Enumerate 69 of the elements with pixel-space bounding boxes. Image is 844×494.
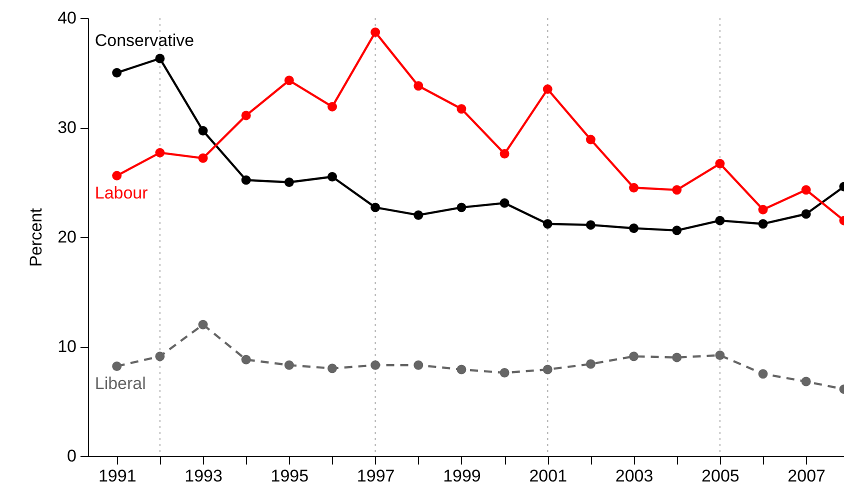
point bbox=[370, 28, 380, 37]
point bbox=[155, 54, 165, 64]
point bbox=[414, 210, 424, 220]
x-tick-label: 2007 bbox=[788, 466, 826, 486]
point bbox=[328, 102, 337, 112]
point bbox=[672, 185, 682, 195]
y-tick-label: 30 bbox=[58, 118, 76, 137]
x-tick-label: 2003 bbox=[615, 466, 654, 486]
point bbox=[801, 376, 811, 386]
point bbox=[715, 216, 725, 226]
point bbox=[112, 361, 122, 371]
point bbox=[241, 354, 251, 364]
point bbox=[542, 364, 552, 374]
point bbox=[715, 350, 725, 360]
point bbox=[284, 178, 294, 187]
point bbox=[715, 158, 725, 168]
x-tick-label: 2001 bbox=[529, 466, 568, 486]
point bbox=[672, 226, 682, 236]
point bbox=[758, 204, 768, 214]
point bbox=[586, 134, 596, 144]
y-tick-label: 40 bbox=[58, 8, 76, 28]
point bbox=[629, 182, 639, 192]
x-tick-label: 1999 bbox=[443, 466, 481, 486]
point bbox=[155, 352, 165, 362]
x-tick-label: 2005 bbox=[702, 466, 740, 486]
point bbox=[155, 148, 165, 158]
point bbox=[112, 68, 122, 78]
series-label: Labour bbox=[94, 184, 148, 203]
x-tick-label: 1997 bbox=[356, 466, 395, 486]
point bbox=[284, 76, 294, 86]
point bbox=[586, 359, 596, 369]
x-tick-label: 1991 bbox=[98, 466, 136, 486]
point bbox=[672, 352, 682, 362]
point bbox=[198, 126, 208, 136]
point bbox=[112, 170, 122, 180]
x-tick-label: 1993 bbox=[184, 466, 222, 486]
point bbox=[198, 320, 208, 330]
y-tick-label: 0 bbox=[67, 446, 76, 466]
point bbox=[456, 104, 466, 114]
y-axis-title: Percent bbox=[26, 208, 46, 267]
point bbox=[542, 84, 552, 94]
point bbox=[758, 369, 768, 379]
series-label: Liberal bbox=[94, 374, 146, 394]
point bbox=[414, 360, 424, 370]
series-label: Conservative bbox=[94, 30, 194, 50]
point bbox=[629, 224, 639, 233]
point bbox=[629, 352, 639, 362]
point bbox=[328, 172, 337, 182]
point bbox=[241, 110, 251, 120]
point bbox=[500, 368, 510, 378]
point bbox=[586, 220, 596, 230]
point bbox=[370, 360, 380, 370]
y-tick-label: 20 bbox=[58, 228, 76, 246]
point bbox=[801, 209, 811, 219]
x-tick-label: 1995 bbox=[270, 466, 309, 486]
point bbox=[328, 364, 337, 374]
point bbox=[414, 81, 424, 91]
point bbox=[370, 202, 380, 212]
point bbox=[542, 219, 552, 229]
point bbox=[284, 360, 294, 370]
y-tick-label: 10 bbox=[58, 337, 76, 356]
point bbox=[758, 219, 768, 229]
point bbox=[198, 153, 208, 163]
point bbox=[456, 364, 466, 374]
point bbox=[241, 175, 251, 185]
point bbox=[500, 149, 510, 159]
point bbox=[801, 185, 811, 195]
point bbox=[456, 202, 466, 212]
point bbox=[500, 198, 510, 208]
